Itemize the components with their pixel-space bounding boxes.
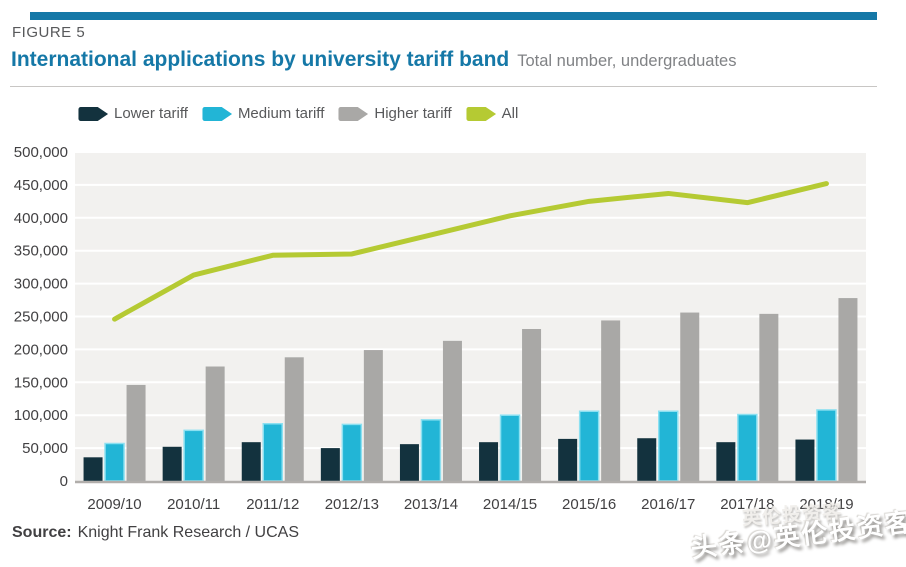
legend-swatch-all-icon [466,106,496,121]
legend-label-all: All [501,105,519,122]
bar-higher-tariff-2018/19 [838,298,858,481]
y-tick-label: 300,000 [14,276,68,293]
x-tick-label: 2011/12 [246,496,299,513]
bar-higher-tariff-2016/17 [680,312,700,481]
bar-higher-tariff-2014/15 [522,329,542,481]
legend-item-higher-tariff: Higher tariff [338,105,452,122]
bar-lower-tariff-2013/14 [399,444,419,481]
bar-lower-tariff-2011/12 [241,442,261,481]
legend-swatch-lower [78,106,109,121]
source-label: Source: [12,524,72,541]
source-line: Source: Knight Frank Research / UCAS [12,524,299,542]
legend-swatch-medium [202,106,232,121]
chart-subtitle: Total number, undergraduates [517,52,737,70]
y-tick-label: 200,000 [14,341,68,358]
y-tick-label: 250,000 [14,309,68,326]
source-text: Knight Frank Research / UCAS [77,524,299,541]
bar-medium-tariff-2016/17 [658,410,679,482]
figure-label: FIGURE 5 [12,24,86,41]
x-tick-label: 2013/14 [404,496,458,513]
bar-lower-tariff-2016/17 [637,438,657,481]
bar-medium-tariff-2017/18 [737,413,758,482]
bar-lower-tariff-2018/19 [795,439,815,481]
bar-lower-tariff-2009/10 [83,457,103,481]
legend-item-all: All [466,105,519,122]
bar-medium-tariff-2011/12 [262,423,283,482]
bar-lower-tariff-2017/18 [716,442,736,481]
legend-swatch-higher [338,106,369,121]
bar-higher-tariff-2012/13 [363,350,383,481]
bar-medium-tariff-2009/10 [104,442,125,482]
bar-higher-tariff-2010/11 [205,366,225,481]
y-tick-label: 450,000 [14,177,68,194]
bar-higher-tariff-2015/16 [601,320,621,481]
bar-lower-tariff-2012/13 [320,448,340,481]
line-all [112,181,829,322]
y-tick-label: 400,000 [14,210,68,227]
legend-swatch-lower-icon [78,106,109,121]
bar-lower-tariff-2014/15 [479,442,499,481]
bar-lower-tariff-2010/11 [162,446,182,481]
bar-medium-tariff-2013/14 [420,419,442,482]
x-tick-label: 2012/13 [325,496,379,513]
y-tick-label: 500,000 [14,144,68,161]
bar-medium-tariff-2014/15 [499,414,521,482]
legend-item-lower-tariff: Lower tariff [78,105,188,122]
x-tick-label: 2009/10 [87,496,141,513]
legend-label-medium: Medium tariff [237,105,325,122]
bar-higher-tariff-2009/10 [126,384,146,481]
chart-title: International applications by university… [11,48,510,71]
y-tick-label: 50,000 [22,440,68,457]
bar-higher-tariff-2011/12 [284,357,304,481]
x-tick-label: 2015/16 [562,496,616,513]
legend-label-higher: Higher tariff [374,105,452,122]
legend-swatch-higher-icon [338,106,369,121]
y-tick-label: 350,000 [14,243,68,260]
legend-swatch-medium-icon [202,106,232,121]
bar-medium-tariff-2018/19 [816,409,837,482]
chart-canvas: 0 50,000 100,000 150,000 200,000 250,000 300,0… [14,144,866,513]
bar-medium-tariff-2015/16 [578,410,600,482]
legend-label-lower: Lower tariff [114,105,188,122]
bar-higher-tariff-2017/18 [759,313,779,481]
y-tick-label: 150,000 [14,374,68,391]
legend: Lower tariff Medium tariff Higher tariff… [78,105,518,122]
header-divider [10,86,877,87]
x-tick-label: 2017/18 [720,496,774,513]
x-tick-label: 2018/19 [799,496,853,513]
title-row: International applications by university… [11,48,877,72]
y-tick-label: 100,000 [14,407,68,424]
bar-medium-tariff-2012/13 [341,423,363,482]
bar-higher-tariff-2013/14 [442,340,462,481]
header-accent-bar [30,12,877,20]
x-tick-label: 2016/17 [641,496,695,513]
legend-swatch-all [466,106,496,121]
y-tick-label: 0 [60,473,68,490]
legend-item-medium-tariff: Medium tariff [202,105,324,122]
x-tick-label: 2010/11 [167,496,220,513]
bar-lower-tariff-2015/16 [558,438,578,481]
x-tick-label: 2014/15 [483,496,537,513]
bar-medium-tariff-2010/11 [183,429,204,482]
